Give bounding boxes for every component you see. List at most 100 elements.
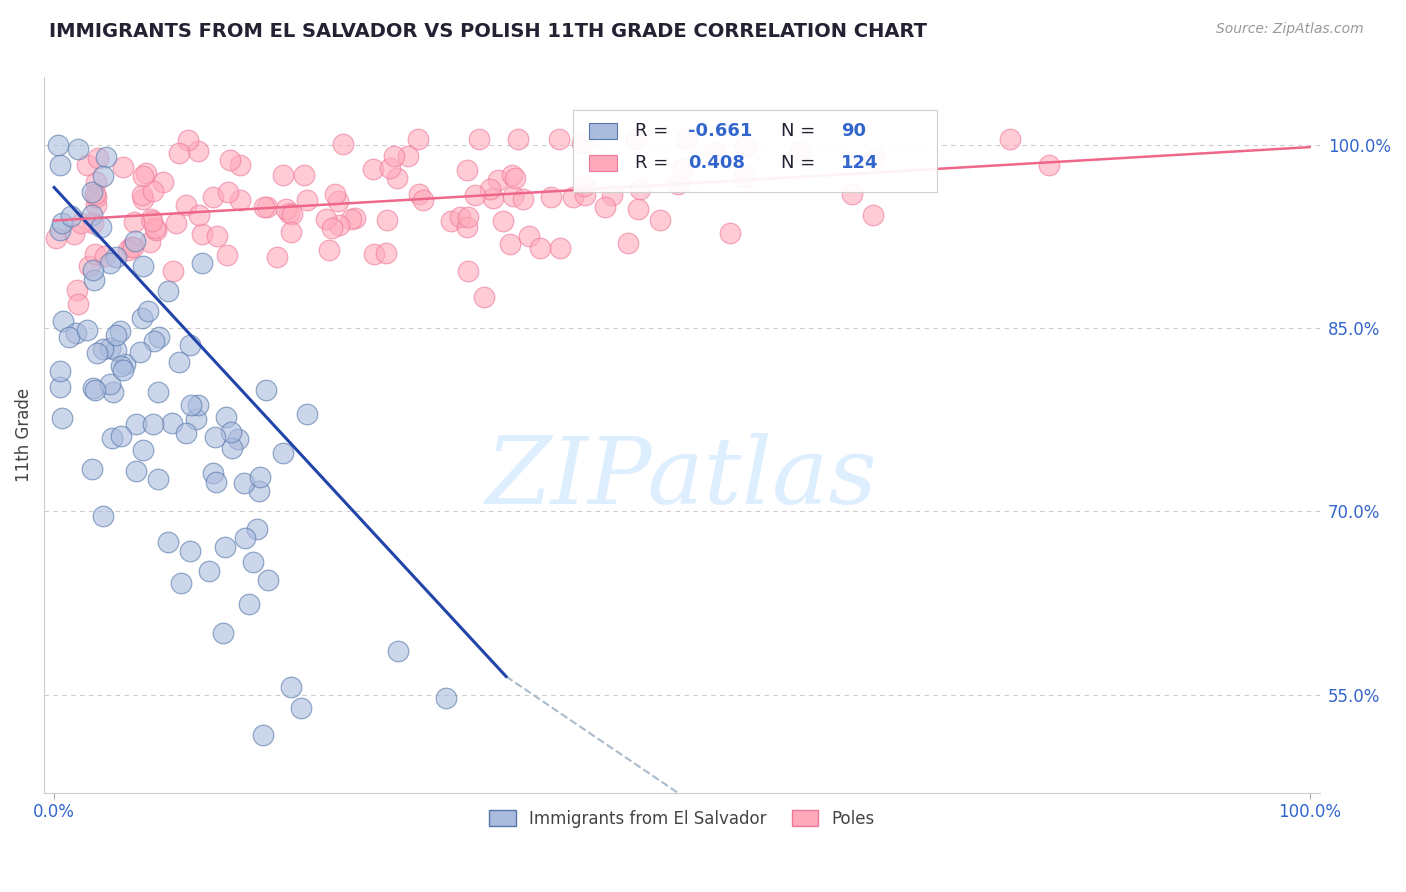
Point [318, 243, 340, 257]
Point [733, 170, 755, 185]
Point [105, 327, 128, 342]
Point [143, 221, 166, 235]
Point [142, 185, 165, 199]
Text: 124: 124 [841, 154, 879, 172]
Point [464, 188, 486, 202]
FancyBboxPatch shape [589, 155, 617, 171]
Point [86, 346, 108, 360]
Text: -0.661: -0.661 [689, 122, 752, 140]
Point [91, 169, 114, 184]
Y-axis label: 11th Grade: 11th Grade [15, 388, 32, 482]
Point [176, 133, 198, 147]
Point [65, 326, 87, 340]
Point [374, 246, 396, 260]
Point [142, 417, 165, 431]
Point [290, 700, 312, 714]
Point [529, 241, 551, 255]
Point [617, 235, 640, 250]
Point [280, 225, 302, 239]
Point [191, 256, 214, 270]
Point [486, 173, 509, 187]
Point [508, 131, 530, 145]
Point [111, 160, 134, 174]
Point [76, 323, 98, 337]
Point [62, 227, 84, 241]
Point [156, 285, 179, 299]
Point [128, 345, 150, 359]
Point [67, 142, 90, 156]
Point [375, 212, 398, 227]
Point [100, 432, 122, 446]
Point [110, 428, 132, 442]
Point [382, 149, 405, 163]
Text: 0.408: 0.408 [689, 154, 745, 172]
Point [217, 186, 239, 200]
Point [221, 425, 243, 439]
Point [571, 136, 593, 150]
Point [179, 543, 201, 558]
Point [146, 472, 169, 486]
Point [187, 398, 209, 412]
FancyBboxPatch shape [574, 110, 936, 192]
Point [574, 187, 596, 202]
Point [503, 170, 526, 185]
Point [450, 210, 472, 224]
Point [180, 398, 202, 412]
Text: N =: N = [782, 154, 821, 172]
Point [82, 185, 104, 199]
Point [184, 412, 207, 426]
Point [396, 148, 419, 162]
Point [114, 357, 136, 371]
Point [328, 219, 350, 233]
Point [125, 464, 148, 478]
Point [512, 192, 534, 206]
Point [297, 407, 319, 421]
Point [315, 211, 337, 226]
Point [96, 150, 118, 164]
Point [93, 508, 115, 523]
Point [110, 359, 132, 374]
Point [98, 341, 121, 355]
Point [174, 425, 197, 440]
Point [86, 175, 108, 189]
Point [593, 200, 616, 214]
Point [406, 131, 429, 145]
Point [456, 220, 478, 235]
Point [135, 166, 157, 180]
Point [60, 209, 83, 223]
Text: R =: R = [634, 122, 673, 140]
Point [648, 213, 671, 227]
Point [188, 208, 211, 222]
Point [191, 227, 214, 241]
Point [65, 283, 87, 297]
Point [124, 234, 146, 248]
Point [101, 384, 124, 399]
Point [412, 193, 434, 207]
Point [841, 187, 863, 202]
Point [457, 263, 479, 277]
Legend: Immigrants from El Salvador, Poles: Immigrants from El Salvador, Poles [482, 803, 882, 834]
Point [440, 214, 463, 228]
Point [82, 216, 104, 230]
Point [124, 215, 146, 229]
Point [111, 363, 134, 377]
Point [167, 146, 190, 161]
Point [600, 187, 623, 202]
Point [215, 409, 238, 424]
Point [492, 214, 515, 228]
Point [672, 161, 695, 176]
Point [219, 153, 242, 167]
Point [58, 330, 80, 344]
Point [668, 177, 690, 191]
Text: Source: ZipAtlas.com: Source: ZipAtlas.com [1216, 22, 1364, 37]
Point [76, 159, 98, 173]
Text: 90: 90 [841, 122, 866, 140]
Point [187, 144, 209, 158]
Point [252, 728, 274, 742]
Point [176, 197, 198, 211]
Point [482, 191, 505, 205]
Point [83, 246, 105, 260]
Point [204, 430, 226, 444]
FancyBboxPatch shape [589, 123, 617, 139]
Point [863, 152, 886, 166]
